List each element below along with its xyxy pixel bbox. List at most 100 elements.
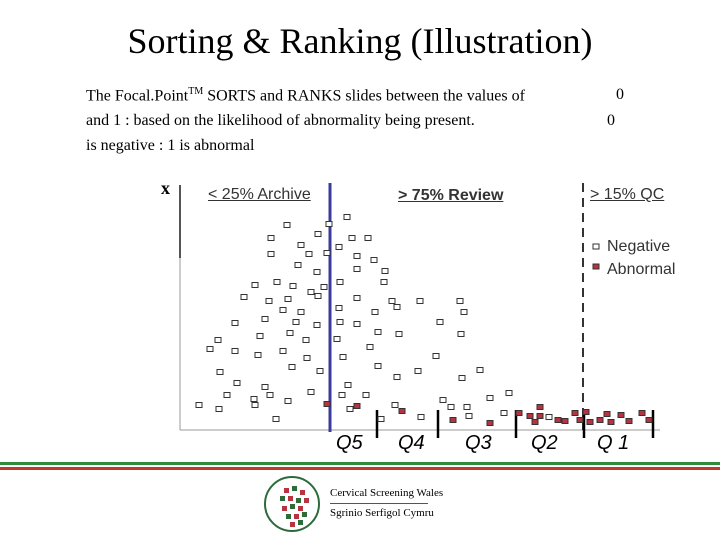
review-label: > 75% Review	[398, 187, 504, 204]
abnormal-point	[571, 410, 579, 416]
negative-point	[284, 398, 292, 404]
negative-point	[314, 231, 322, 237]
logo-text-welsh: Sgrinio Serfigol Cymru	[330, 507, 434, 519]
logo-dot	[300, 490, 305, 495]
abnormal-point	[638, 410, 646, 416]
negative-point	[266, 392, 274, 398]
negative-point	[286, 330, 294, 336]
quintile-label-q2: Q2	[531, 432, 558, 454]
negative-point	[297, 242, 305, 248]
negative-point	[371, 309, 379, 315]
data-points	[195, 214, 653, 426]
logo-dot	[286, 514, 291, 519]
abnormal-point	[486, 420, 494, 426]
abnormal-point	[526, 413, 534, 419]
negative-point	[231, 320, 239, 326]
negative-point	[458, 375, 466, 381]
negative-point	[279, 307, 287, 313]
negative-point	[476, 367, 484, 373]
negative-point	[292, 319, 300, 325]
abnormal-point	[515, 410, 523, 416]
negative-point	[272, 416, 280, 422]
negative-point	[279, 348, 287, 354]
qc-label: > 15% QC	[590, 186, 665, 203]
negative-point	[240, 294, 248, 300]
negative-point	[273, 279, 281, 285]
negative-point	[353, 253, 361, 259]
negative-point	[436, 319, 444, 325]
negative-point	[545, 414, 553, 420]
logo-dot	[298, 520, 303, 525]
abnormal-point	[531, 419, 539, 425]
description-line-2: and 1 : based on the likelihood of abnor…	[86, 112, 475, 129]
negative-point	[313, 322, 321, 328]
negative-point	[231, 348, 239, 354]
logo-dot	[284, 488, 289, 493]
negative-point	[261, 384, 269, 390]
logo-divider	[330, 503, 428, 504]
legend-negative-label: Negative	[607, 238, 671, 255]
green-stripe	[0, 462, 720, 465]
red-stripe	[0, 467, 720, 470]
logo-dot	[304, 498, 309, 503]
negative-point	[393, 374, 401, 380]
legend-abnormal-label: Abnormal	[607, 261, 676, 278]
abnormal-point	[554, 417, 562, 423]
negative-point	[323, 250, 331, 256]
archive-label: < 25% Archive	[208, 186, 311, 203]
negative-point	[302, 337, 310, 343]
negative-point	[288, 364, 296, 370]
negative-point	[456, 298, 464, 304]
negative-point	[233, 380, 241, 386]
negative-point	[251, 282, 259, 288]
negative-point	[353, 295, 361, 301]
abnormal-point	[353, 403, 361, 409]
negative-point	[265, 298, 273, 304]
negative-point	[320, 284, 328, 290]
negative-point	[364, 235, 372, 241]
abnormal-point	[607, 419, 615, 425]
negative-point	[216, 369, 224, 375]
legend-abnormal-marker	[592, 263, 600, 270]
abnormal-point	[576, 417, 584, 423]
logo-dot	[282, 506, 287, 511]
negative-point	[370, 257, 378, 263]
negative-point	[284, 296, 292, 302]
negative-point	[316, 368, 324, 374]
negative-point	[388, 298, 396, 304]
negative-point	[254, 352, 262, 358]
negative-point	[417, 414, 425, 420]
logo-text-english: Cervical Screening Wales	[330, 487, 444, 499]
abnormal-point	[617, 412, 625, 418]
negative-point	[313, 269, 321, 275]
negative-point	[366, 344, 374, 350]
logo-dot	[296, 498, 301, 503]
negative-point	[297, 309, 305, 315]
logo-dot	[298, 506, 303, 511]
logo-dot	[302, 512, 307, 517]
abnormal-point	[586, 419, 594, 425]
negative-point	[336, 279, 344, 285]
abnormal-point	[625, 418, 633, 424]
negative-point	[283, 222, 291, 228]
negative-point	[206, 346, 214, 352]
negative-point	[250, 396, 258, 402]
negative-point	[294, 262, 302, 268]
negative-point	[353, 266, 361, 272]
quintile-label-q5: Q5	[336, 432, 363, 454]
negative-point	[486, 395, 494, 401]
negative-point	[447, 404, 455, 410]
negative-point	[381, 268, 389, 274]
axis-marker-x: x	[161, 178, 170, 198]
negative-point	[335, 244, 343, 250]
abnormal-point	[582, 409, 590, 415]
description-line-1: The Focal.PointTM SORTS and RANKS slides…	[86, 86, 525, 105]
negative-point	[343, 214, 351, 220]
negative-point	[391, 402, 399, 408]
negative-point	[432, 353, 440, 359]
negative-point	[505, 390, 513, 396]
negative-point	[261, 316, 269, 322]
abnormal-point	[603, 411, 611, 417]
negative-point	[215, 406, 223, 412]
negative-point	[339, 354, 347, 360]
